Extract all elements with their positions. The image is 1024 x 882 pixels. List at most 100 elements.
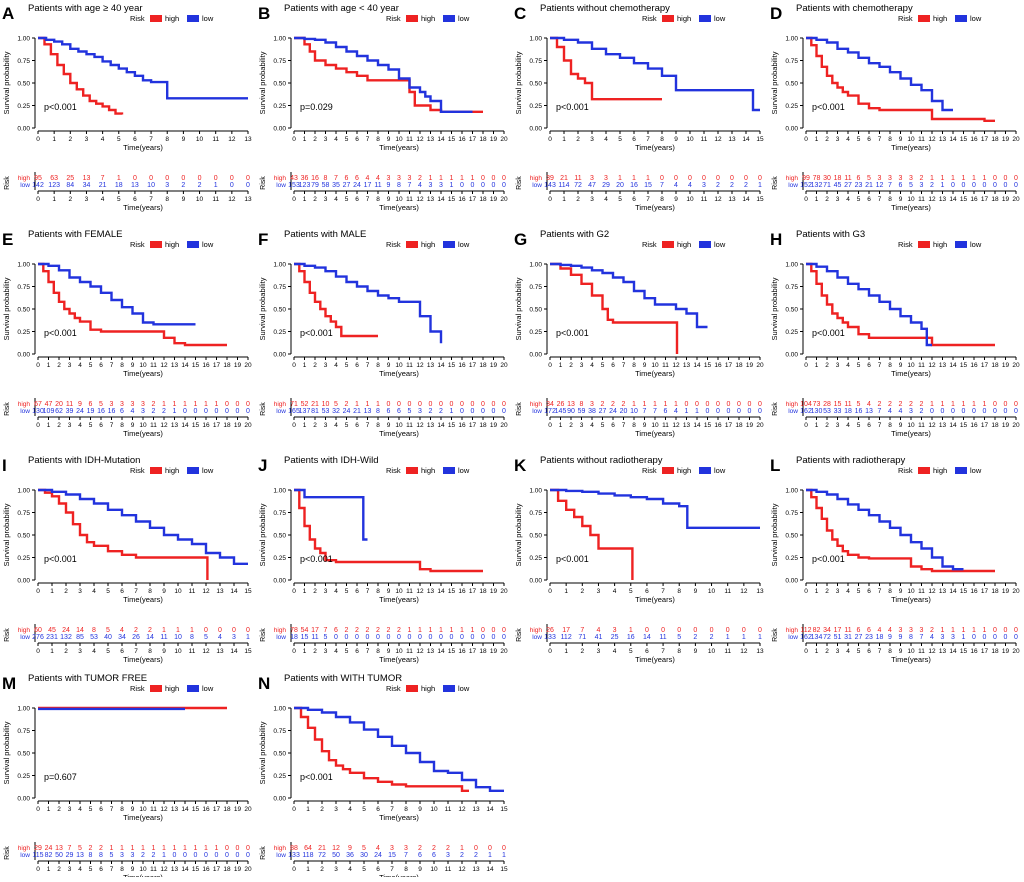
- risk-x-tick-label: 3: [590, 196, 594, 203]
- risk-x-tick-label: 8: [376, 196, 380, 203]
- risk-count-low: 0: [236, 852, 240, 859]
- x-tick-label: 15: [704, 362, 712, 369]
- x-tick-label: 7: [366, 362, 370, 369]
- risk-count-low: 20: [620, 408, 628, 415]
- risk-x-tick-label: 19: [234, 422, 242, 429]
- x-tick-label: 9: [387, 588, 391, 595]
- legend-title: Risk: [386, 466, 401, 475]
- risk-row-label-low: low: [532, 634, 542, 641]
- risk-count-low: 11: [374, 182, 381, 189]
- legend-high-swatch: [918, 241, 930, 248]
- risk-count-low: 0: [418, 634, 422, 641]
- risk-x-tick-label: 10: [395, 422, 403, 429]
- risk-x-tick-label: 8: [632, 422, 636, 429]
- risk-x-tick-label: 20: [500, 196, 508, 203]
- risk-x-tick-label: 12: [928, 196, 936, 203]
- risk-x-tick-label: 0: [292, 422, 296, 429]
- x-tick-label: 14: [437, 588, 445, 595]
- risk-count-low: 2: [930, 182, 934, 189]
- x-tick-label: 6: [611, 362, 615, 369]
- risk-count-high: 0: [397, 401, 401, 408]
- risk-count-high: 0: [502, 845, 506, 852]
- risk-count-high: 2: [345, 401, 349, 408]
- risk-count-low: 24: [343, 408, 351, 415]
- risk-count-high: 0: [688, 175, 692, 182]
- survival-curve-low: [806, 36, 953, 112]
- risk-count-high: 0: [149, 175, 153, 182]
- risk-count-low: 40: [104, 634, 112, 641]
- x-tick-label: 13: [427, 136, 435, 143]
- legend-low-label: low: [458, 14, 470, 23]
- y-tick-label: 0.25: [273, 555, 286, 562]
- y-tick-label: 0.00: [17, 352, 30, 359]
- x-tick-label: 7: [878, 136, 882, 143]
- risk-count-low: 5: [408, 408, 412, 415]
- risk-x-tick-label: 19: [490, 648, 498, 655]
- risk-count-high: 3: [613, 627, 617, 634]
- x-tick-label: 8: [120, 806, 124, 813]
- x-tick-label: 14: [949, 588, 957, 595]
- risk-x-tick-label: 5: [857, 422, 861, 429]
- panel-title: Patients with G2: [540, 229, 609, 240]
- risk-x-tick-label: 13: [728, 196, 736, 203]
- risk-x-tick-label: 11: [189, 648, 196, 655]
- x-tick-label: 3: [836, 136, 840, 143]
- risk-count-low: 0: [983, 408, 987, 415]
- risk-x-tick-label: 3: [597, 648, 601, 655]
- x-tick-label: 7: [646, 136, 650, 143]
- survival-curve-low: [806, 262, 932, 347]
- risk-count-high: 1: [460, 845, 464, 852]
- risk-count-low: 132: [811, 182, 823, 189]
- risk-x-tick-label: 8: [404, 866, 408, 873]
- y-tick-label: 0.25: [785, 329, 798, 336]
- x-tick-label: 1: [47, 806, 51, 813]
- risk-count-low: 7: [878, 408, 882, 415]
- y-tick-label: 1.00: [785, 262, 798, 269]
- risk-count-high: 3: [888, 175, 892, 182]
- risk-count-low: 0: [962, 408, 966, 415]
- risk-x-tick-label: 18: [479, 648, 487, 655]
- risk-row-label-low: low: [20, 852, 30, 859]
- risk-count-low: 0: [460, 634, 464, 641]
- risk-x-tick-label: 4: [334, 422, 338, 429]
- risk-count-high: 6: [867, 627, 871, 634]
- risk-x-tick-label: 11: [918, 422, 925, 429]
- risk-count-high: 0: [481, 175, 485, 182]
- legend-high-label: high: [165, 684, 179, 693]
- x-tick-label: 13: [472, 806, 480, 813]
- risk-x-tick-label: 7: [878, 196, 882, 203]
- risk-x-tick-label: 15: [448, 648, 456, 655]
- risk-count-high: 26: [546, 627, 554, 634]
- x-tick-label: 7: [366, 588, 370, 595]
- x-tick-label: 4: [613, 588, 617, 595]
- panel-title: Patients without radiotherapy: [540, 455, 663, 466]
- survival-curve-low: [294, 706, 504, 792]
- x-tick-label: 17: [981, 136, 989, 143]
- survival-curve-low: [550, 36, 760, 112]
- risk-count-high: 3: [899, 175, 903, 182]
- x-tick-label: 15: [500, 806, 508, 813]
- risk-x-tick-label: 8: [677, 648, 681, 655]
- x-tick-label: 16: [970, 588, 978, 595]
- risk-count-high: 6: [857, 175, 861, 182]
- risk-count-high: 1: [941, 401, 945, 408]
- x-tick-label: 17: [469, 136, 477, 143]
- risk-count-low: 0: [962, 182, 966, 189]
- risk-x-tick-label: 11: [212, 196, 219, 203]
- x-tick-label: 4: [604, 136, 608, 143]
- x-tick-label: 9: [694, 588, 698, 595]
- risk-count-high: 2: [387, 627, 391, 634]
- x-tick-label: 18: [479, 588, 487, 595]
- risk-x-tick-label: 0: [292, 866, 296, 873]
- risk-row-label-high: high: [786, 627, 799, 634]
- risk-count-low: 0: [502, 408, 506, 415]
- x-tick-label: 16: [714, 362, 722, 369]
- x-tick-label: 7: [878, 588, 882, 595]
- y-axis-label: Survival probability: [514, 51, 523, 114]
- risk-count-high: 2: [909, 401, 913, 408]
- risk-x-axis-label: Time(years): [635, 655, 675, 664]
- x-tick-label: 19: [490, 136, 498, 143]
- risk-count-high: 3: [878, 175, 882, 182]
